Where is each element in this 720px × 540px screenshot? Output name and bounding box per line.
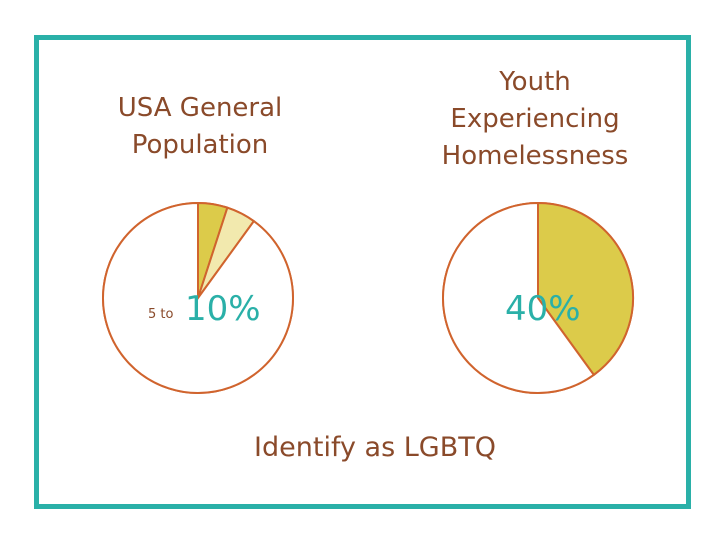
footer-caption: Identify as LGBTQ [254, 432, 496, 463]
right-percent-label: 40% [505, 289, 581, 329]
general-population-title: USA General Population [117, 93, 283, 160]
left-percent-label: 10% [185, 289, 261, 329]
pie-slice-other [442, 201, 596, 394]
pie-slice-lgbtq [537, 201, 634, 377]
left-range-prefix: 5 to [148, 307, 174, 322]
homeless-youth-title: Youth Experiencing Homelessness [441, 67, 629, 171]
homeless-youth-pie [442, 201, 634, 394]
general-population-pie [102, 201, 294, 394]
pie-slice-other [102, 201, 294, 394]
slide-frame [34, 35, 691, 509]
